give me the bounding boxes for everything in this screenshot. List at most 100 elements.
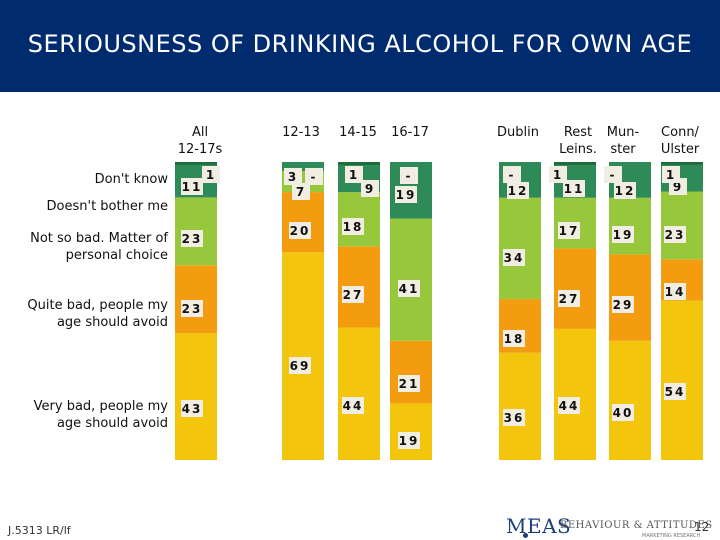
data-label-doesnt-bother-7: 9 — [673, 180, 683, 194]
bar-segment-very-bad-3 — [390, 403, 432, 460]
bar-segment-quite-bad-3 — [390, 340, 432, 404]
data-label-very-bad-2: 44 — [343, 399, 364, 413]
data-label-very-bad-0: 43 — [182, 402, 203, 416]
data-label-very-bad-7: 54 — [665, 385, 686, 399]
data-label-doesnt-bother-5-box — [563, 180, 585, 197]
data-label-dont-know-6-box — [604, 166, 622, 183]
meas-logo: MEAS — [506, 514, 572, 538]
data-label-very-bad-5: 44 — [559, 399, 580, 413]
data-label-doesnt-bother-4-box — [507, 182, 529, 199]
legend-label-very-bad: Very bad, people my age should avoid — [33, 399, 168, 431]
data-label-dont-know-0-box — [202, 166, 220, 183]
data-label-quite-bad-6-box — [612, 296, 634, 313]
data-label-very-bad-6-box — [612, 404, 634, 421]
data-label-dont-know-1: - — [311, 170, 318, 184]
data-label-quite-bad-4-box — [503, 330, 525, 347]
data-label-not-so-bad-5: 17 — [559, 224, 580, 238]
data-label-doesnt-bother-2: 9 — [365, 182, 375, 196]
data-label-very-bad-4: 36 — [504, 411, 525, 425]
bar-segment-very-bad-0 — [175, 333, 217, 460]
data-label-not-so-bad-0: 23 — [182, 232, 203, 246]
data-label-dont-know-4-box — [503, 166, 521, 183]
bar-segment-dont-know-5 — [554, 162, 596, 165]
data-label-not-so-bad-1: 7 — [296, 185, 306, 199]
data-label-dont-know-2: 1 — [349, 168, 359, 182]
data-label-not-so-bad-3: 41 — [399, 282, 420, 296]
data-label-dont-know-5-box — [549, 166, 567, 183]
data-label-doesnt-bother-6: 12 — [615, 184, 636, 198]
bar-segment-dont-know-2 — [338, 162, 380, 166]
data-label-quite-bad-7-box — [664, 283, 686, 300]
data-label-not-so-bad-6: 19 — [613, 228, 634, 242]
bar-segment-very-bad-5 — [554, 328, 596, 460]
column-header-12-13: 12-13 — [282, 125, 320, 140]
bar-segment-very-bad-1 — [282, 252, 324, 460]
data-label-quite-bad-2: 27 — [343, 288, 364, 302]
data-label-dont-know-4: - — [509, 168, 516, 182]
data-label-quite-bad-0-box — [181, 300, 203, 317]
data-label-not-so-bad-0-box — [181, 230, 203, 247]
column-header-munster: Mun- ster — [606, 125, 640, 157]
meas-logo-dot-icon — [523, 533, 528, 538]
data-label-dont-know-3: - — [406, 169, 413, 183]
bar-segment-very-bad-4 — [499, 352, 541, 460]
bar-segment-not-so-bad-7 — [661, 191, 703, 260]
column-header-conn-ulster: Conn/ Ulster — [660, 125, 700, 157]
data-label-very-bad-1: 69 — [290, 359, 311, 373]
data-label-quite-bad-7: 14 — [665, 285, 686, 299]
data-label-not-so-bad-3-box — [398, 280, 420, 297]
data-label-not-so-bad-5-box — [558, 222, 580, 239]
data-label-quite-bad-6: 29 — [613, 298, 634, 312]
data-label-dont-know-0: 1 — [206, 168, 216, 182]
data-label-very-bad-0-box — [181, 400, 203, 417]
legend-label-doesnt-bother: Doesn't bother me — [46, 199, 168, 214]
data-label-doesnt-bother-3: 19 — [396, 188, 417, 202]
data-label-dont-know-2-box — [345, 166, 363, 183]
column-header-all: All 12-17s — [177, 125, 223, 157]
data-label-very-bad-3: 19 — [399, 434, 420, 448]
title-bar: SERIOUSNESS OF DRINKING ALCOHOL FOR OWN … — [0, 0, 720, 92]
data-label-doesnt-bother-6-box — [614, 182, 636, 199]
data-label-dont-know-7: 1 — [666, 168, 676, 182]
data-label-not-so-bad-4: 34 — [504, 251, 525, 265]
footer-reference: J.5313 LR/lf — [8, 524, 71, 537]
data-label-doesnt-bother-3-box — [395, 186, 417, 203]
data-label-very-bad-7-box — [664, 383, 686, 400]
data-label-dont-know-6: - — [610, 168, 617, 182]
data-label-dont-know-3-box — [400, 167, 418, 184]
data-label-very-bad-6: 40 — [613, 406, 634, 420]
bar-segment-doesnt-bother-1 — [282, 162, 324, 172]
legend-label-dont-know: Don't know — [94, 172, 168, 187]
data-label-quite-bad-5: 27 — [559, 292, 580, 306]
data-label-very-bad-5-box — [558, 397, 580, 414]
data-label-doesnt-bother-2-box — [361, 180, 379, 197]
data-label-not-so-bad-2: 18 — [343, 220, 364, 234]
page-number: 12 — [694, 520, 710, 534]
data-label-very-bad-2-box — [342, 397, 364, 414]
legend-label-quite-bad: Quite bad, people my age should avoid — [27, 298, 168, 330]
logo-subtitle: MARKETING RESEARCH — [642, 533, 701, 539]
data-label-quite-bad-3-box — [398, 375, 420, 392]
data-label-very-bad-3-box — [398, 432, 420, 449]
data-label-doesnt-bother-0: 11 — [182, 180, 203, 194]
data-label-not-so-bad-2-box — [342, 218, 364, 235]
data-label-not-so-bad-4-box — [503, 249, 525, 266]
data-label-dont-know-1-box — [305, 168, 323, 185]
data-label-quite-bad-4: 18 — [504, 332, 525, 346]
bar-segment-quite-bad-5 — [554, 248, 596, 329]
data-label-doesnt-bother-0-box — [181, 178, 203, 195]
bar-segment-not-so-bad-4 — [499, 197, 541, 300]
legend-label-not-so-bad: Not so bad. Matter of personal choice — [30, 231, 168, 263]
data-label-not-so-bad-7: 23 — [665, 228, 686, 242]
data-label-doesnt-bother-1: 3 — [288, 170, 298, 184]
bar-segment-very-bad-6 — [609, 340, 651, 460]
column-header-16-17: 16-17 — [391, 125, 429, 140]
bar-segment-dont-know-0 — [175, 162, 217, 165]
column-header-dublin: Dublin — [497, 125, 539, 140]
data-label-doesnt-bother-5: 11 — [564, 182, 585, 196]
data-label-not-so-bad-7-box — [664, 226, 686, 243]
data-label-quite-bad-0: 23 — [182, 302, 203, 316]
bar-segment-very-bad-2 — [338, 327, 380, 460]
data-label-quite-bad-1: 20 — [290, 224, 311, 238]
